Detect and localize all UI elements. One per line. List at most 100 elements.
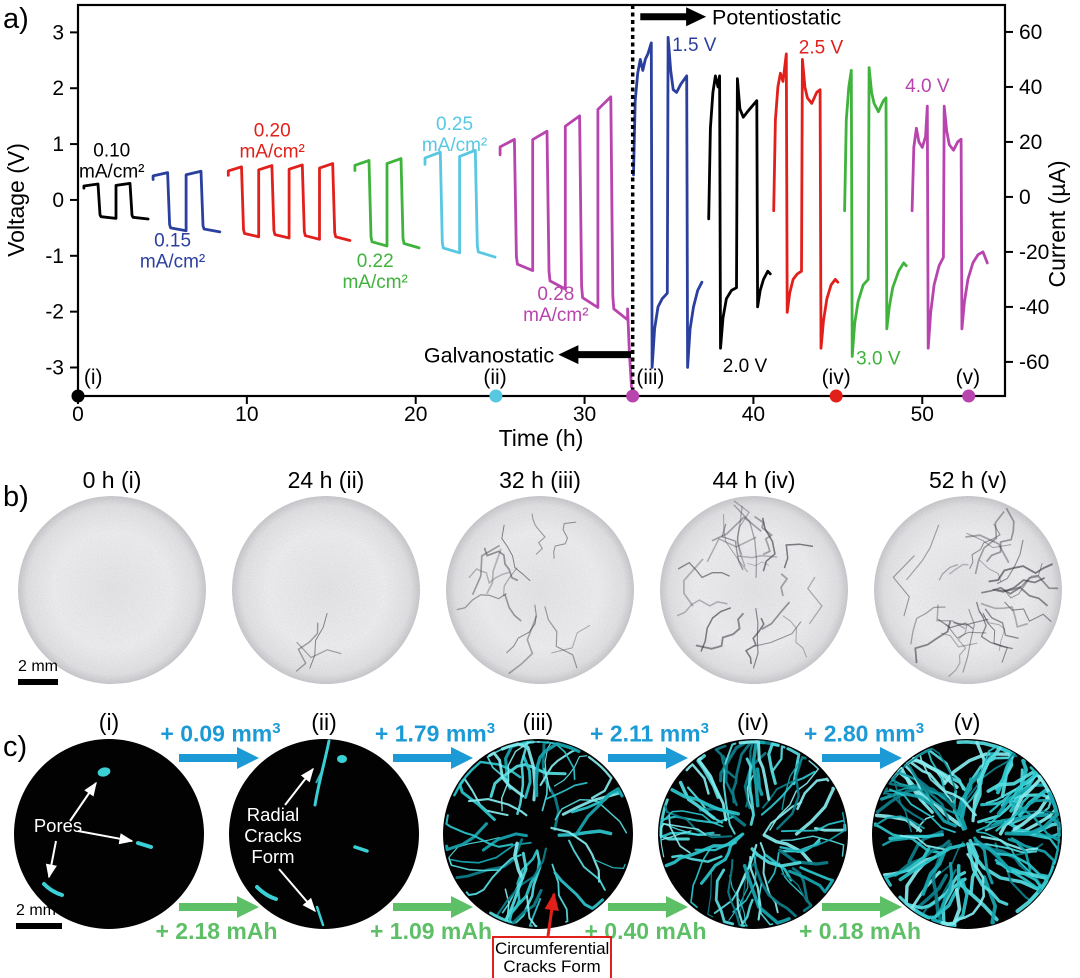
radial-cracks-label-line: Form <box>251 846 294 867</box>
radiograph-crack <box>456 593 507 611</box>
radiograph-time-label: 32 h (iii) <box>499 467 581 493</box>
segmented-crack <box>714 868 735 926</box>
radiograph-crack <box>506 604 537 654</box>
segmented-crack <box>780 835 845 857</box>
radiograph-crack <box>980 602 1029 628</box>
segmented-crack <box>910 761 977 817</box>
segmented-crack <box>738 740 771 801</box>
rendering-image-1: Pores <box>14 739 204 929</box>
panel-c-letter: c) <box>3 731 28 763</box>
series-label: 2.0 V <box>723 356 768 377</box>
radiograph-crack <box>504 593 522 622</box>
segmented-crack <box>902 747 957 792</box>
radiograph-crack <box>984 608 1019 639</box>
radiograph-crack <box>761 601 791 630</box>
y-axis-title-right: Current (µA) <box>1044 161 1070 288</box>
time-marker-label: (iv) <box>822 366 851 389</box>
radial-cracks-arrow <box>284 767 314 806</box>
volume-change-value: + 1.79 mm <box>374 720 487 747</box>
segmented-crack <box>714 744 736 779</box>
series-label: 0.10 <box>93 140 130 161</box>
segmented-crack <box>891 779 963 818</box>
segmented-crack <box>1008 766 1038 805</box>
x-tick-label: 30 <box>573 403 596 426</box>
capacity-arrow <box>393 896 473 918</box>
segmented-crack <box>1004 820 1060 865</box>
rendering-image-5 <box>872 739 1062 929</box>
rendering-item-2: (ii) Radial Cracks Form <box>217 708 431 929</box>
segmented-crack <box>445 814 514 848</box>
pores-arrow <box>45 840 57 879</box>
volume-arrow <box>607 747 688 769</box>
panel-b-radiograph-series: 0 h (i) 24 h (ii) 32 h (iii) 44 h (iv) 52 h … <box>0 460 1080 708</box>
radiograph-crack <box>503 567 518 597</box>
panel-c-crack-rendering-series: (i) Pores (ii) Radial Cracks Form (iii) (iv) (v)… <box>0 708 1080 978</box>
radiograph-crack <box>544 606 578 669</box>
segmented-crack <box>671 854 723 863</box>
segmented-crack <box>786 747 801 785</box>
segmented-crack <box>736 843 758 924</box>
radiograph-image-4 <box>660 496 848 684</box>
radiograph-crack <box>736 505 746 567</box>
series-label: 0.15 <box>154 230 191 251</box>
y-tick-left-label: -2 <box>45 301 64 324</box>
series-label: 2.5 V <box>799 38 844 59</box>
segmented-crack <box>557 829 613 837</box>
segmented-crack <box>893 768 913 833</box>
segmented-crack <box>664 840 737 868</box>
mode-arrow <box>640 7 707 27</box>
segmented-crack <box>796 777 830 811</box>
segmented-crack <box>769 760 820 831</box>
segmented-crack <box>911 756 959 789</box>
segmented-crack <box>953 852 985 922</box>
segmented-crack <box>742 863 791 925</box>
radiograph-crack <box>309 612 328 669</box>
segmented-crack <box>750 847 802 868</box>
volume-change-label: + 2.80 mm3 <box>804 720 924 748</box>
segmented-crack <box>940 888 962 927</box>
segmented-crack <box>575 787 624 835</box>
rendering-stage-label: (iii) <box>522 709 554 735</box>
rendering-item-3: (iii) <box>431 708 645 929</box>
segmented-crack <box>883 787 926 822</box>
radiograph-crack <box>988 563 1053 583</box>
rendering-item-1: (i) Pores <box>2 708 216 929</box>
radiograph-crack <box>985 507 1015 563</box>
segmented-crack <box>1004 791 1060 836</box>
segmented-crack <box>921 850 947 896</box>
segmented-crack <box>893 839 951 877</box>
y-tick-left-label: 0 <box>52 189 64 212</box>
galvanostatic-series-0.28-mA-cm- <box>498 95 633 389</box>
radiograph-crack <box>996 539 1024 585</box>
segmented-crack <box>778 848 829 866</box>
volume-change-sup: 3 <box>915 720 925 737</box>
segmented-crack <box>1016 798 1056 813</box>
time-marker-(ii) <box>489 389 503 403</box>
radiograph-crack <box>966 532 1012 549</box>
plot-border <box>76 3 1007 398</box>
radiograph-crack <box>501 524 531 582</box>
y-tick-right-label: -60 <box>1019 351 1049 374</box>
segmented-crack <box>740 898 754 927</box>
radiograph-time-label: 44 h (iv) <box>712 467 796 493</box>
segmented-crack <box>668 814 691 854</box>
segmented-crack <box>550 826 601 883</box>
segmented-crack <box>516 741 529 816</box>
segmented-crack <box>788 869 835 894</box>
y-tick-right-label: -20 <box>1019 241 1049 264</box>
segmented-crack <box>980 835 1039 852</box>
segmented-crack <box>719 740 780 783</box>
radiograph-crack <box>677 561 730 579</box>
x-tick-label: 40 <box>742 403 765 426</box>
y-tick-left-label: 2 <box>52 77 64 100</box>
radiograph-crack <box>483 547 519 582</box>
potentiostatic-label: Potentiostatic <box>712 6 841 30</box>
radiograph-crack <box>753 621 802 647</box>
segmented-crack <box>757 883 774 926</box>
series-label: mA/cm² <box>523 305 588 326</box>
scale-bar-c-line <box>16 923 62 929</box>
y-tick-left-label: -3 <box>45 357 64 380</box>
circumferential-cracks-callout: Circumferential Cracks Form <box>492 936 612 978</box>
